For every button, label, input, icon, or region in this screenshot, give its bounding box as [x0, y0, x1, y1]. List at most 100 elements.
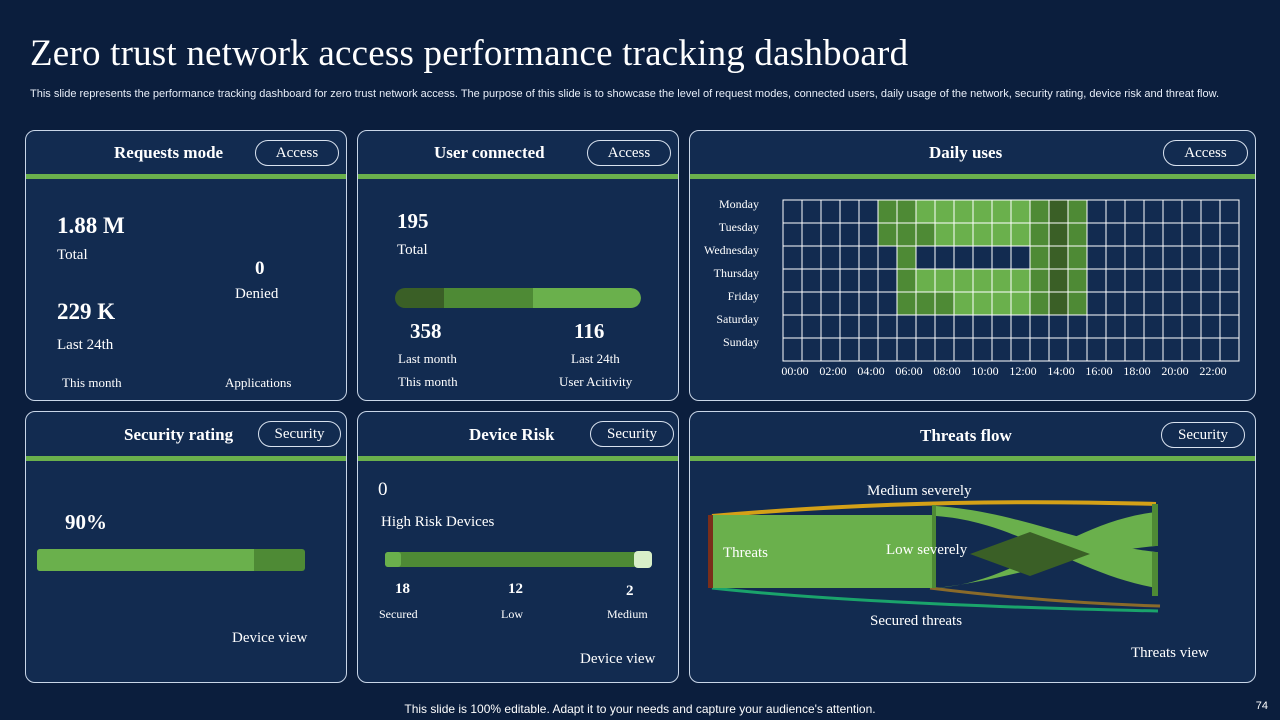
heatmap-cell: [1162, 291, 1183, 316]
heatmap-cell: [972, 245, 993, 270]
requests-access-button[interactable]: Access: [255, 140, 339, 166]
heatmap-cell: [1162, 199, 1183, 224]
device-medium-value: 2: [626, 583, 634, 599]
heatmap-cell: [1029, 199, 1050, 224]
heatmap-cell: [1029, 314, 1050, 339]
heatmap-cell: [1200, 268, 1221, 293]
heatmap-cell: [1124, 337, 1145, 362]
security-rating-value: 90%: [65, 510, 107, 534]
heatmap-cell: [839, 337, 860, 362]
heatmap-cell: [820, 314, 841, 339]
heatmap-cell: [782, 268, 803, 293]
device-secured-label: Secured: [379, 607, 418, 621]
heatmap-cell: [1010, 337, 1031, 362]
heatmap-cell: [839, 268, 860, 293]
users-total-value: 195: [397, 209, 429, 233]
panel-divider: [690, 174, 1255, 179]
heatmap-cell: [1010, 199, 1031, 224]
heatmap-cell: [1124, 314, 1145, 339]
device-risk-slider-end[interactable]: [634, 551, 652, 568]
threats-view-link[interactable]: Threats view: [1131, 645, 1209, 661]
heatmap-cell: [1105, 199, 1126, 224]
threats-sankey: Medium severely Low severely Threats Sec…: [708, 483, 1161, 629]
secured-threats-flow: [711, 586, 1159, 613]
heatmap-hour-label: 08:00: [933, 364, 960, 378]
device-low-value: 12: [508, 581, 523, 597]
users-access-button[interactable]: Access: [587, 140, 671, 166]
heatmap-cell: [1067, 222, 1088, 247]
heatmap-cell: [782, 337, 803, 362]
secured-threats-label: Secured threats: [870, 613, 962, 629]
heatmap-cell: [1067, 314, 1088, 339]
heatmap-cell: [877, 245, 898, 270]
heatmap-cell: [934, 337, 955, 362]
heatmap-cell: [991, 291, 1012, 316]
heatmap-hour-label: 06:00: [895, 364, 922, 378]
heatmap-cell: [877, 314, 898, 339]
heatmap-cell: [1086, 314, 1107, 339]
heatmap-cell: [839, 291, 860, 316]
threats-source-node: [710, 515, 934, 588]
device-view-link[interactable]: Device view: [580, 651, 656, 667]
heatmap-cell: [858, 314, 879, 339]
heatmap-cell: [991, 222, 1012, 247]
heatmap-cell: [896, 199, 917, 224]
heatmap-cell: [1029, 337, 1050, 362]
daily-access-button[interactable]: Access: [1163, 140, 1248, 166]
heatmap-cell: [991, 199, 1012, 224]
threats-flow-button[interactable]: Security: [1161, 422, 1245, 448]
heatmap-cell: [839, 314, 860, 339]
heatmap-cell: [1067, 199, 1088, 224]
device-medium-label: Medium: [607, 607, 648, 621]
threats-flow-panel: Threats flow Security Medium severely Lo…: [689, 411, 1256, 683]
heatmap-cell: [972, 268, 993, 293]
heatmap-day-label: Thursday: [714, 266, 759, 280]
heatmap-cell: [1124, 245, 1145, 270]
heatmap-day-label: Tuesday: [719, 220, 759, 234]
device-risk-slider-start[interactable]: [385, 552, 401, 567]
heatmap-cell: [934, 291, 955, 316]
heatmap-cell: [782, 314, 803, 339]
heatmap-cell: [1067, 268, 1088, 293]
medium-severity-label: Medium severely: [867, 483, 972, 499]
heatmap-cell: [953, 291, 974, 316]
heatmap-cell: [991, 337, 1012, 362]
page-number: 74: [1255, 700, 1268, 712]
security-rating-button[interactable]: Security: [258, 421, 341, 447]
heatmap-cell: [915, 199, 936, 224]
heatmap-cell: [1010, 314, 1031, 339]
heatmap-cell: [839, 245, 860, 270]
heatmap-cell: [782, 291, 803, 316]
heatmap-cell: [820, 199, 841, 224]
heatmap-cell: [1181, 222, 1202, 247]
heatmap-cell: [1143, 291, 1164, 316]
device-risk-slider-track: [385, 551, 652, 568]
heatmap-cell: [1143, 268, 1164, 293]
heatmap-cell: [915, 314, 936, 339]
heatmap-cell: [1029, 245, 1050, 270]
heatmap-cell: [839, 199, 860, 224]
heatmap-cell: [972, 337, 993, 362]
user-connected-panel: User connected Access 195 Total 358 Last…: [357, 130, 679, 401]
requests-applications: Applications: [225, 375, 292, 390]
requests-total-label: Total: [57, 247, 88, 263]
requests-this-month: This month: [62, 375, 122, 390]
heatmap-cell: [972, 291, 993, 316]
heatmap-day-label: Monday: [719, 197, 759, 211]
heatmap-cell: [858, 291, 879, 316]
heatmap-cell: [934, 268, 955, 293]
heatmap-cell: [1162, 314, 1183, 339]
heatmap-cell: [896, 337, 917, 362]
heatmap-cell: [1048, 268, 1069, 293]
heatmap-day-label: Sunday: [723, 335, 759, 349]
users-month-label: Last month: [398, 351, 457, 366]
heatmap-cell: [953, 222, 974, 247]
heatmap-cell: [915, 291, 936, 316]
daily-uses-title: Daily uses: [929, 143, 1003, 162]
device-risk-button[interactable]: Security: [590, 421, 674, 447]
heatmap-cell: [991, 314, 1012, 339]
device-low-label: Low: [501, 607, 523, 621]
heatmap-cell: [1048, 314, 1069, 339]
heatmap-cell: [801, 268, 822, 293]
security-device-view[interactable]: Device view: [232, 630, 308, 646]
